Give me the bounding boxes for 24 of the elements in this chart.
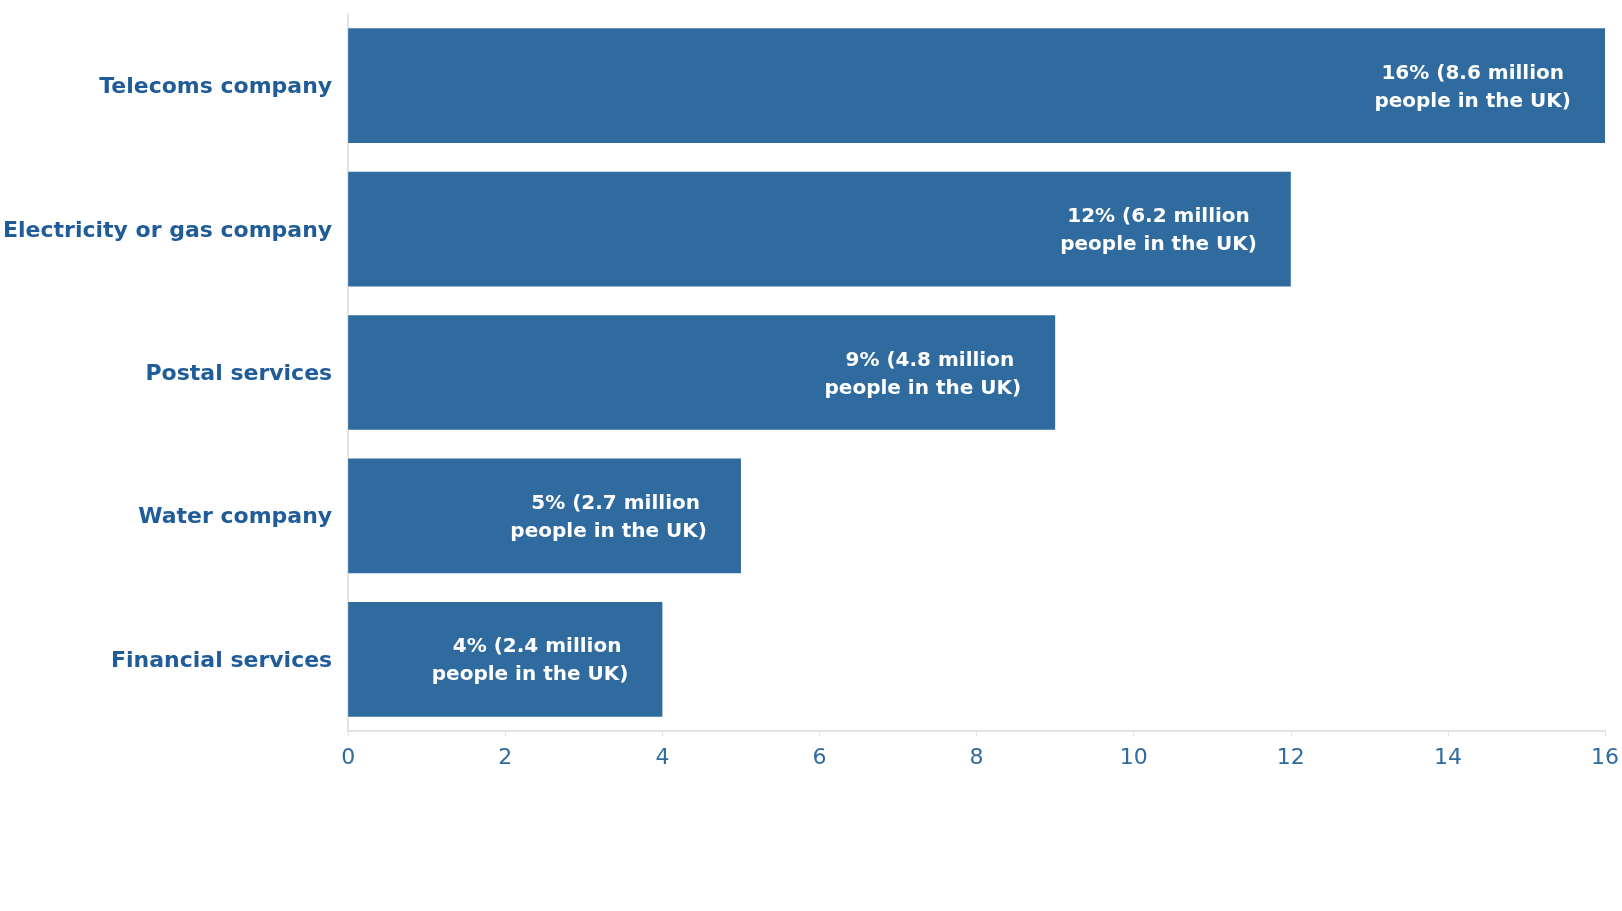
- x-tick-label: 16: [1591, 743, 1619, 769]
- x-tick-label: 8: [969, 743, 984, 769]
- y-tick-label: Postal services: [145, 360, 333, 385]
- data-label: 9% (4.8 million people in the UK): [824, 346, 1022, 399]
- x-tick-label: 14: [1433, 743, 1462, 769]
- data-label: 5% (2.7 million people in the UK): [510, 489, 707, 542]
- bar: [348, 601, 663, 717]
- y-tick-label: Water company: [138, 503, 333, 529]
- x-tick-label: 10: [1119, 743, 1148, 769]
- x-tick-label: 2: [498, 743, 513, 769]
- x-tick-label: 4: [655, 743, 670, 769]
- y-tick-label: Telecoms company: [99, 73, 333, 99]
- bar: [348, 171, 1291, 287]
- x-tick-label: 6: [812, 743, 827, 769]
- bar: [348, 28, 1605, 144]
- bar: [348, 458, 741, 574]
- data-label: 16% (8.6 million people in the UK): [1374, 59, 1571, 112]
- data-label: 4% (2.4 million people in the UK): [431, 633, 629, 686]
- data-label: 12% (6.2 million people in the UK): [1060, 203, 1257, 256]
- y-tick-label: Electricity or gas company: [3, 216, 333, 242]
- bar: [348, 315, 1056, 430]
- x-tick-label: 12: [1276, 743, 1305, 769]
- x-tick-label: 0: [341, 743, 356, 769]
- y-tick-label: Financial services: [111, 646, 333, 672]
